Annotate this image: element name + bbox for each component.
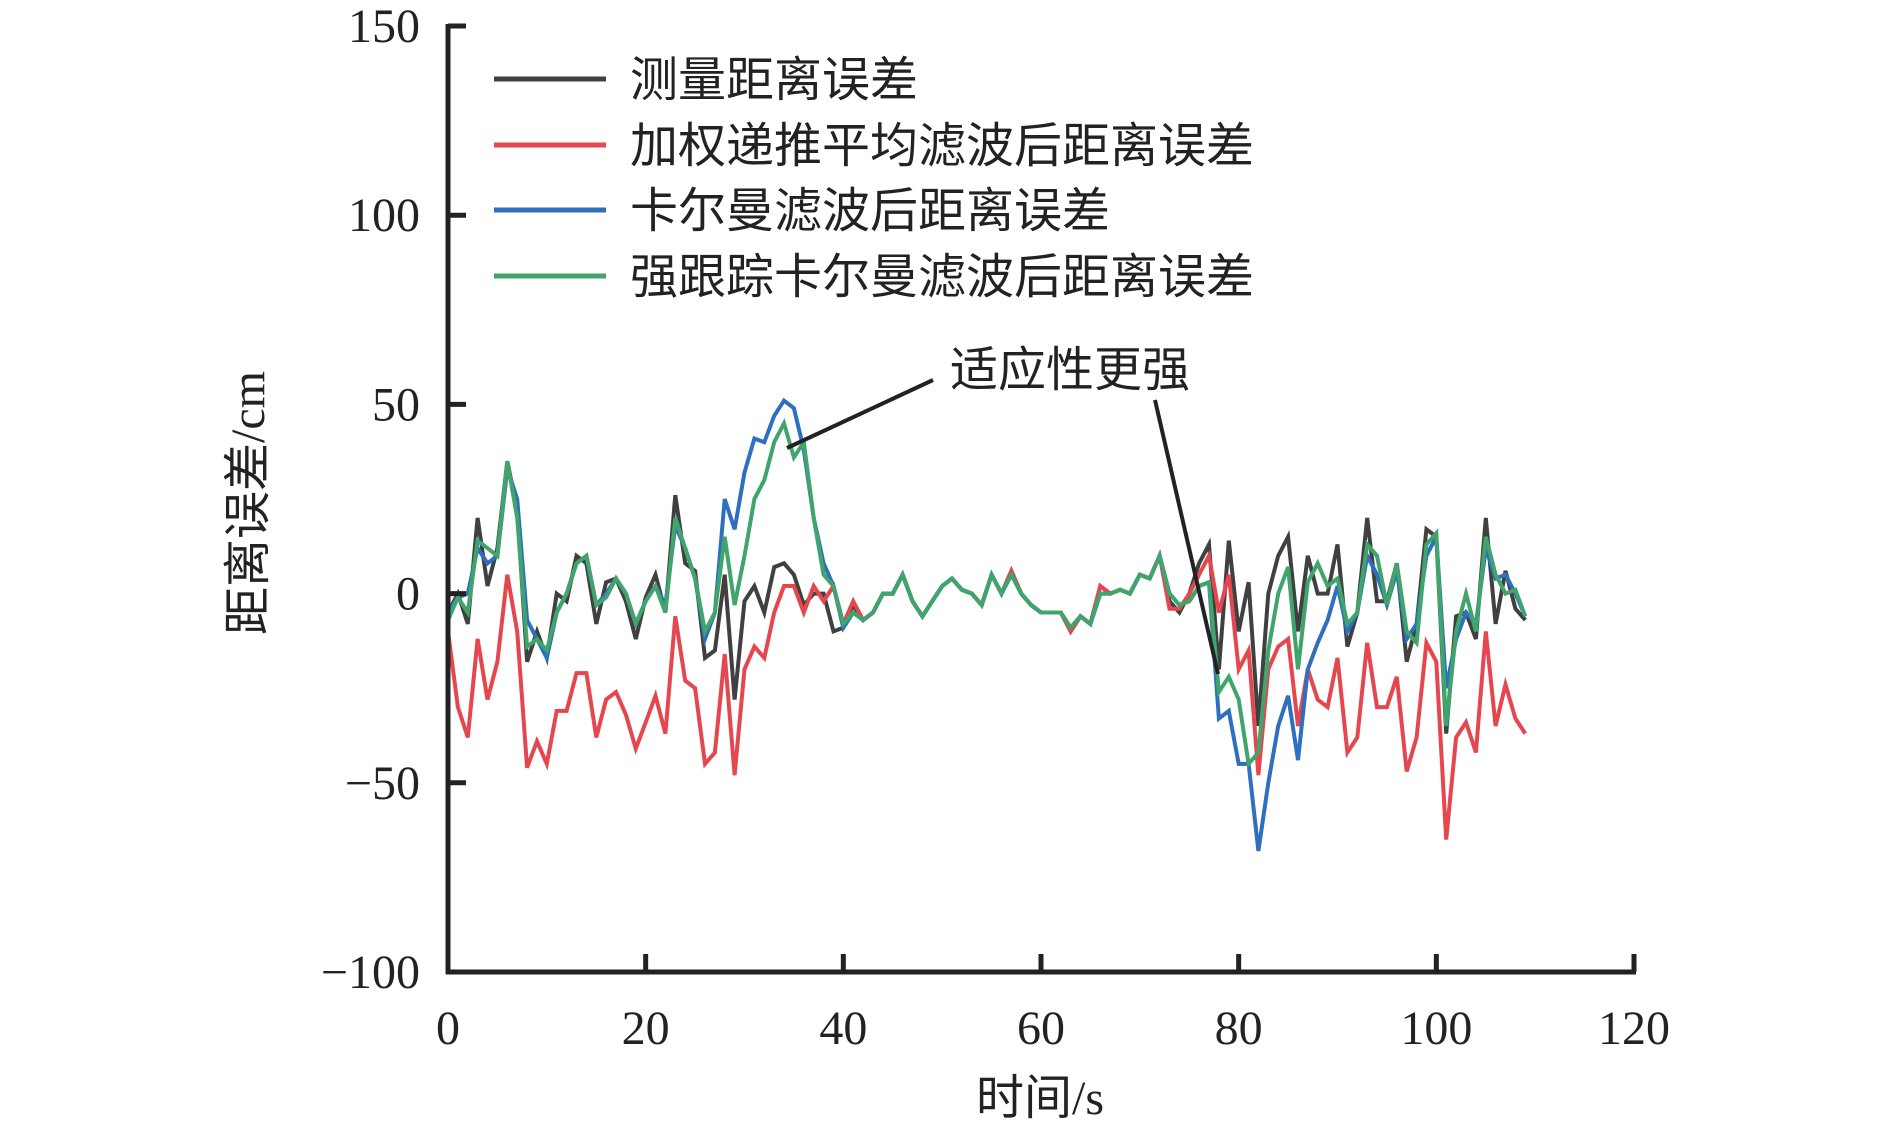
series-line-3 [446,417,1528,769]
annotation: 适应性更强 [786,344,1220,675]
x-axis-title: 时间/s [976,1072,1104,1125]
legend-label-1: 加权递推平均滤波后距离误差 [630,120,1254,173]
legend-label-2: 卡尔曼滤波后距离误差 [630,185,1110,238]
x-tick-label: 80 [1215,1002,1263,1055]
y-tick-label: 0 [396,568,420,621]
x-tick-label: 60 [1017,1002,1065,1055]
x-tick-label: 0 [436,1002,460,1055]
legend: 测量距离误差 加权递推平均滤波后距离误差 卡尔曼滤波后距离误差 强跟踪卡尔曼滤波… [494,54,1254,304]
y-tick-label: −100 [321,946,420,999]
legend-label-0: 测量距离误差 [630,54,918,107]
y-tick-label: 150 [348,0,420,53]
y-tick-label: 100 [348,189,420,242]
x-tick-label: 100 [1400,1002,1472,1055]
y-axis-title: 距离误差/cm [222,371,275,635]
annotation-arrow-1 [786,378,934,450]
series-layer [446,397,1528,852]
ticks-layer: 0 20 40 60 80 100 120 −100 −50 0 50 100 150 [321,0,1670,1055]
series-line-1 [446,549,1527,840]
series-line-2 [446,397,1528,852]
legend-label-3: 强跟踪卡尔曼滤波后距离误差 [630,251,1254,304]
annotation-text: 适应性更强 [950,344,1190,397]
y-tick-label: −50 [345,757,420,810]
x-tick-label: 40 [819,1002,867,1055]
annotation-arrow-2 [1153,399,1220,675]
x-tick-label: 20 [622,1002,670,1055]
x-tick-label: 120 [1598,1002,1670,1055]
y-tick-label: 50 [372,378,420,431]
